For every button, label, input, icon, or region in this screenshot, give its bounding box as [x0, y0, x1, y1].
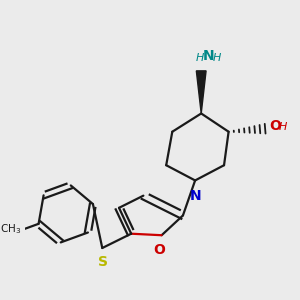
Text: N: N: [203, 49, 214, 63]
Text: O: O: [270, 118, 282, 133]
Text: O: O: [153, 243, 165, 257]
Text: H: H: [278, 122, 286, 133]
Text: H: H: [196, 53, 204, 63]
Text: N: N: [190, 189, 202, 203]
Text: H: H: [213, 53, 221, 63]
Text: CH$_3$: CH$_3$: [0, 223, 21, 236]
Polygon shape: [196, 71, 206, 113]
Text: S: S: [98, 255, 108, 269]
